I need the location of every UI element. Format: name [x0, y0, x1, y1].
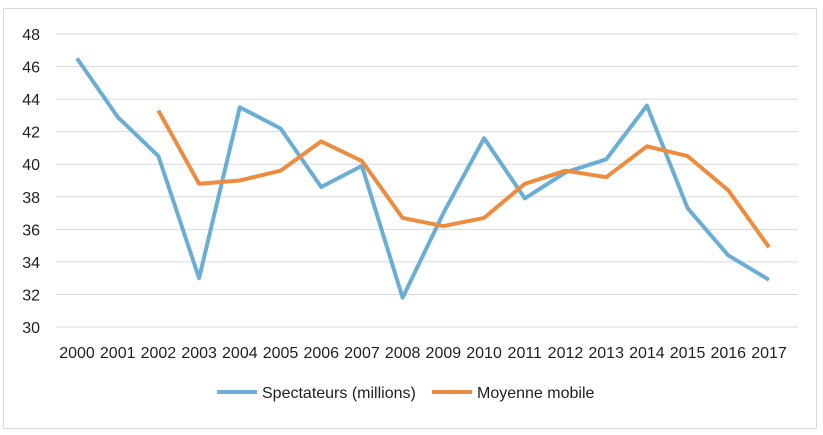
x-tick-label: 2001 [100, 345, 136, 362]
x-tick-label: 2009 [426, 345, 462, 362]
x-tick-label: 2007 [344, 345, 380, 362]
x-tick-label: 2017 [751, 345, 787, 362]
x-tick-label: 2000 [59, 345, 95, 362]
x-tick-label: 2002 [141, 345, 177, 362]
x-tick-label: 2004 [222, 345, 258, 362]
series-lines [75, 57, 771, 300]
y-tick-label: 46 [22, 60, 40, 77]
x-tick-label: 2006 [303, 345, 339, 362]
y-tick-label: 48 [22, 27, 40, 44]
legend-label: Spectateurs (millions) [262, 385, 416, 402]
y-axis-tick-labels: 30 32 34 36 38 40 42 44 46 48 [22, 27, 40, 337]
x-tick-label: 2013 [588, 345, 624, 362]
y-tick-label: 30 [22, 320, 40, 337]
legend-label: Moyenne mobile [477, 385, 595, 402]
y-tick-label: 34 [22, 255, 40, 272]
y-tick-label: 38 [22, 190, 40, 207]
x-axis-tick-labels: 2000 2001 2002 2003 2004 2005 2006 2007 2008 2009… [59, 345, 787, 362]
y-tick-label: 40 [22, 157, 40, 174]
x-tick-label: 2010 [466, 345, 502, 362]
y-tick-label: 42 [22, 125, 40, 142]
x-tick-label: 2011 [508, 345, 543, 362]
y-tick-label: 36 [22, 222, 40, 239]
x-tick-label: 2005 [263, 345, 299, 362]
x-tick-label: 2016 [710, 345, 746, 362]
x-tick-label: 2003 [181, 345, 217, 362]
x-tick-label: 2008 [385, 345, 421, 362]
legend: Spectateurs (millions) Moyenne mobile [217, 385, 595, 402]
series-line-spectateurs [75, 57, 771, 300]
y-tick-label: 32 [22, 287, 40, 304]
x-tick-label: 2014 [629, 345, 665, 362]
x-tick-label: 2015 [670, 345, 706, 362]
series-line-moyenne-mobile [156, 109, 771, 249]
x-tick-label: 2012 [548, 345, 584, 362]
gridlines [56, 33, 798, 328]
y-tick-label: 44 [22, 92, 40, 109]
